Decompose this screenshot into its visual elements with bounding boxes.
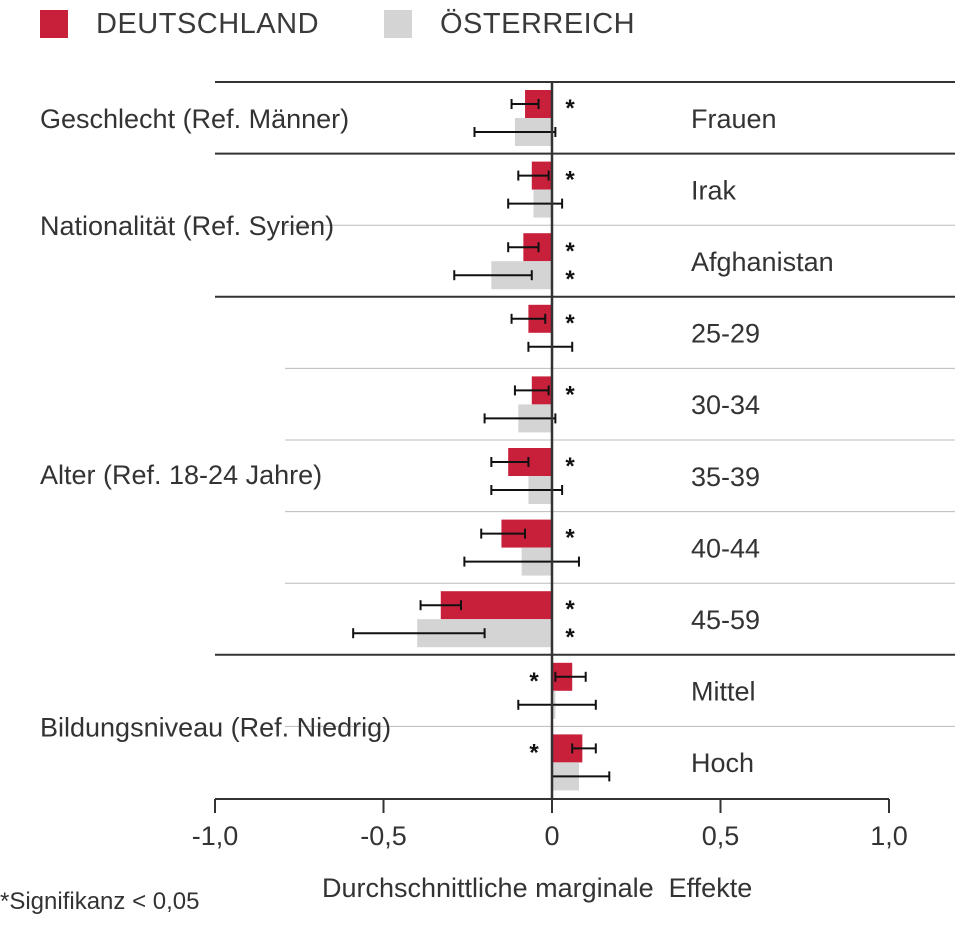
category-label-25-29: 25-29 [691, 319, 760, 349]
category-label-irak: Irak [691, 175, 737, 205]
significance-star-deutschland-afghanistan: * [565, 238, 575, 265]
category-label-40-44: 40-44 [691, 533, 760, 563]
category-label-mittel: Mittel [691, 677, 756, 707]
x-tick-label: -1,0 [192, 821, 239, 851]
x-tick-label: 0,5 [702, 821, 740, 851]
category-label-45-59: 45-59 [691, 605, 760, 635]
significance-star-deutschland-30-34: * [565, 381, 575, 408]
x-tick-label: -0,5 [360, 821, 407, 851]
group-label-alter: Alter (Ref. 18-24 Jahre) [40, 460, 322, 490]
significance-star-deutschland-mittel: * [529, 668, 539, 695]
category-label-35-39: 35-39 [691, 462, 760, 492]
footnote: *Signifikanz < 0,05 [0, 888, 200, 915]
x-tick-label: 0 [544, 821, 559, 851]
legend-swatch-deutschland [40, 10, 68, 38]
category-label-frauen: Frauen [691, 104, 777, 134]
group-label-bildungsniveau: Bildungsniveau (Ref. Niedrig) [40, 712, 391, 742]
category-label-afghanistan: Afghanistan [691, 247, 834, 277]
significance-star-oesterreich-afghanistan: * [565, 266, 575, 293]
significance-star-deutschland-irak: * [565, 167, 575, 194]
legend-label-oesterreich: ÖSTERREICH [440, 8, 636, 40]
significance-star-oesterreich-45-59: * [565, 624, 575, 651]
group-label-geschlecht: Geschlecht (Ref. Männer) [40, 104, 349, 134]
category-label-30-34: 30-34 [691, 390, 760, 420]
category-label-hoch: Hoch [691, 748, 754, 778]
x-axis-label: Durchschnittliche marginale Effekte [322, 873, 753, 903]
significance-star-deutschland-40-44: * [565, 525, 575, 552]
significance-star-deutschland-25-29: * [565, 310, 575, 337]
significance-star-deutschland-hoch: * [529, 739, 539, 766]
significance-star-deutschland-35-39: * [565, 453, 575, 480]
significance-star-deutschland-45-59: * [565, 596, 575, 623]
legend-label-deutschland: DEUTSCHLAND [96, 8, 320, 40]
significance-star-deutschland-frauen: * [565, 95, 575, 122]
legend-swatch-oesterreich [384, 10, 412, 38]
x-tick-label: 1,0 [870, 821, 908, 851]
group-label-nationalität: Nationalität (Ref. Syrien) [40, 211, 334, 241]
